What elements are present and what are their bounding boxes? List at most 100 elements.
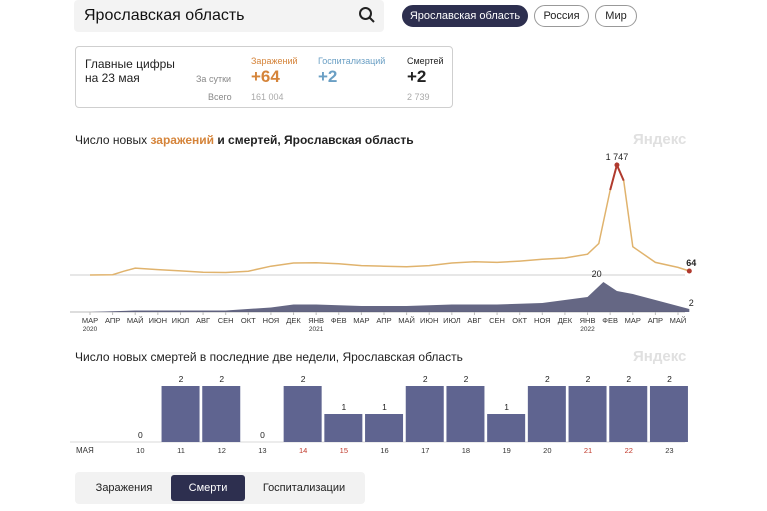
day-label: 22 [625, 446, 633, 455]
day-label: 20 [543, 446, 551, 455]
bar-value-label: 2 [626, 374, 631, 384]
bar-value-label: 2 [464, 374, 469, 384]
infections-deaths-chart: 1 747 64 20 2 МАР АПР МАЙ ИЮН ИЮЛ АВГ СЕН ОКТ НОЯ ДЕК… [70, 152, 696, 333]
bar-value-label: 2 [667, 374, 672, 384]
day-label: 15 [340, 446, 348, 455]
year-label: 2022 [580, 326, 595, 333]
infections-last-label: 64 [686, 258, 696, 268]
key-figures-card: Главные цифры на 23 мая За сутки Всего З… [75, 46, 453, 108]
bar [324, 414, 363, 442]
x-tick-label: МАР [353, 316, 369, 325]
bar [527, 386, 566, 442]
bar-value-label: 2 [301, 374, 306, 384]
bar [405, 386, 444, 442]
bar [649, 386, 688, 442]
total-row-label: Всего [208, 92, 232, 102]
deaths-total: 2 739 [407, 92, 430, 102]
day-label: 21 [584, 446, 592, 455]
infections-peak-line [609, 161, 625, 191]
day-label: 11 [177, 446, 185, 455]
chart1-title: Число новых заражений и смертей, Ярослав… [75, 133, 414, 147]
infections-peak-point [614, 162, 620, 168]
x-tick-label: МАР [625, 316, 641, 325]
x-tick-label: АПР [105, 316, 120, 325]
day-label: 12 [218, 446, 226, 455]
day-label: 14 [299, 446, 307, 455]
hospital-label: Госпитализаций [318, 56, 386, 66]
tab-infections[interactable]: Заражения [95, 482, 153, 494]
bar [161, 386, 200, 442]
chart2-title: Число новых смертей в последние две неде… [75, 350, 463, 364]
month-label: МАЯ [76, 446, 94, 455]
x-tick-label: АВГ [467, 316, 481, 325]
deaths-series-area [90, 282, 690, 312]
bar [487, 414, 526, 442]
bar [609, 386, 648, 442]
x-tick-label: ИЮН [420, 316, 438, 325]
day-label: 17 [421, 446, 429, 455]
infections-total: 161 004 [251, 92, 284, 102]
day-label: 13 [258, 446, 266, 455]
x-tick-label: МАЙ [398, 316, 415, 325]
x-tick-label: МАЙ [127, 316, 144, 325]
deaths-last-label: 2 [689, 298, 694, 308]
region-pill-world[interactable]: Мир [595, 5, 637, 27]
x-tick-label: ИЮЛ [443, 316, 461, 325]
tab-deaths[interactable]: Смерти [171, 475, 245, 501]
x-tick-label: СЕН [218, 316, 234, 325]
bar [365, 414, 404, 442]
year-label: 2021 [309, 326, 324, 333]
bar-value-label: 0 [138, 430, 143, 440]
x-tick-label: МАЙ [670, 316, 687, 325]
bar-value-label: 2 [545, 374, 550, 384]
bar-value-label: 0 [260, 430, 265, 440]
daily-row-label: За сутки [196, 74, 232, 84]
x-tick-label: НОЯ [534, 316, 551, 325]
day-label: 16 [380, 446, 388, 455]
infections-last-point [686, 268, 692, 274]
x-tick-label: ОКТ [241, 316, 256, 325]
x-tick-label: НОЯ [263, 316, 280, 325]
x-tick-label: ФЕВ [602, 316, 618, 325]
x-tick-label: АПР [648, 316, 663, 325]
bar-value-label: 1 [341, 402, 346, 412]
tab-hospitalizations[interactable]: Госпитализации [262, 482, 346, 494]
bar [202, 386, 241, 442]
x-tick-label: ДЕК [558, 316, 573, 325]
bar [446, 386, 485, 442]
bar-value-label: 1 [382, 402, 387, 412]
search-icon[interactable] [358, 6, 376, 24]
infections-series-line [89, 162, 690, 276]
year-label: 2020 [83, 326, 98, 333]
x-tick-label: ЯНВ [308, 316, 324, 325]
yandex-logo-2: Яндекс [633, 348, 687, 365]
bar [283, 386, 322, 442]
key-figures-title: Главные цифры на 23 мая [85, 57, 175, 85]
deaths-peak-label: 20 [592, 269, 602, 279]
bar-value-label: 2 [179, 374, 184, 384]
search-bar[interactable]: Ярославская область [74, 0, 384, 32]
region-pill-russia[interactable]: Россия [534, 5, 589, 27]
deaths-bar-chart: МАЯ0102112120132141151162172181192202212… [70, 374, 688, 455]
metric-tabs: Заражения Смерти Госпитализации [75, 472, 365, 504]
deaths-daily: +2 [407, 67, 427, 86]
x-tick-label: ЯНВ [580, 316, 596, 325]
infections-label: Заражений [251, 56, 298, 66]
x-tick-label: ОКТ [512, 316, 527, 325]
x-tick-label: МАР [82, 316, 98, 325]
bar [568, 386, 607, 442]
search-input[interactable]: Ярославская область [84, 7, 245, 24]
infections-daily: +64 [251, 67, 280, 86]
x-tick-label: ИЮЛ [172, 316, 190, 325]
x-tick-label: ДЕК [286, 316, 301, 325]
x-tick-label: СЕН [489, 316, 505, 325]
bar-value-label: 2 [423, 374, 428, 384]
bar-value-label: 1 [504, 402, 509, 412]
day-label: 10 [136, 446, 144, 455]
bar-value-label: 2 [219, 374, 224, 384]
deaths-label: Смертей [407, 56, 444, 66]
region-pill-yaroslavl[interactable]: Ярославская область [402, 5, 528, 27]
yandex-logo: Яндекс [633, 131, 687, 148]
infections-peak-label: 1 747 [606, 152, 629, 162]
day-label: 23 [665, 446, 673, 455]
